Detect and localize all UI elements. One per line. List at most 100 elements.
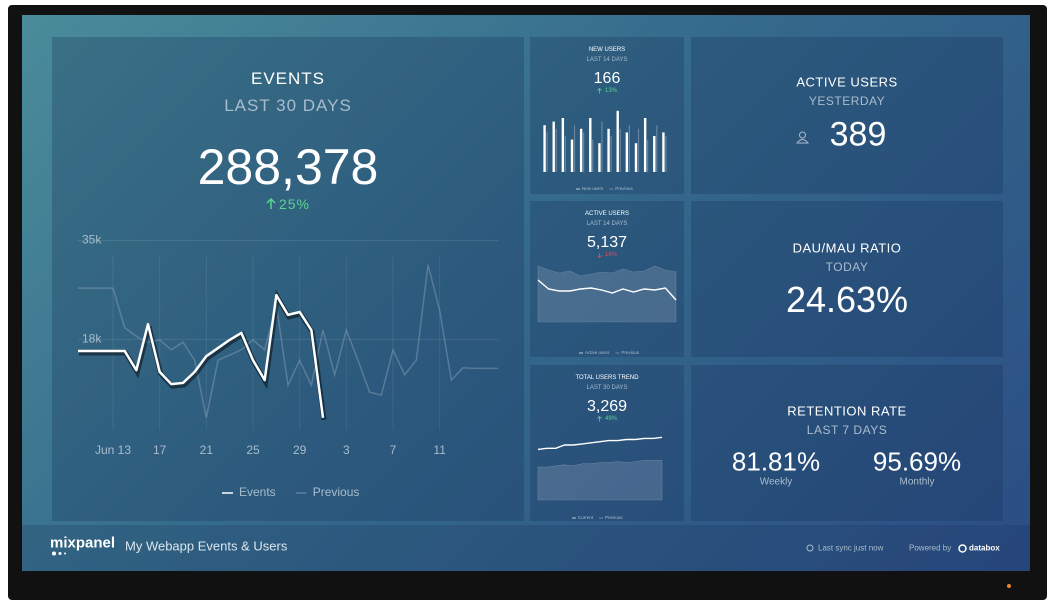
kpi-value: 288,378 [197,139,379,195]
provider-logo [958,544,967,553]
dau-mau-panel [691,201,1003,357]
change-text: 49% [604,416,618,422]
dashboard [22,15,1030,571]
bar [647,139,649,172]
change-arrow [597,88,602,94]
provider: databox [969,543,1000,553]
change-text: 18% [604,252,618,258]
kpi-change: 13% [597,88,617,94]
series-line [78,264,498,418]
panel-title: NEW USERS [588,47,626,53]
bar [665,136,667,172]
panel-subtitle: LAST 14 DAYS [586,221,628,227]
change-text: 25% [278,196,311,212]
bar [570,139,574,172]
bar [573,125,576,172]
bar [653,136,656,172]
series-area [537,460,663,501]
kpi-value: 166 [593,70,621,87]
legend-label: Previous [313,485,360,499]
kpi-change: 49% [597,416,617,422]
brand-dots [52,551,66,556]
bar [546,132,548,172]
bar [662,132,665,172]
bar [592,139,594,172]
bar [610,136,612,172]
metric-value: 81.81% [731,446,821,477]
active-users-panel [691,37,1003,194]
legend-label: Events [239,485,276,499]
bar [598,143,601,172]
panel-subtitle: LAST 7 DAYS [806,423,888,437]
panel-title: ACTIVE USERS [584,211,630,217]
x-tick-label: 7 [390,443,397,457]
change-arrow [597,252,602,258]
kpi-value: 3,269 [586,398,628,415]
power-led [1007,584,1011,588]
bar [643,118,647,172]
sync-status: Last sync just now [818,543,884,553]
panel-title: RETENTION RATE [787,403,907,419]
series-area [537,265,677,323]
kpi-change: 25% [266,196,310,212]
x-tick-label: Jun 13 [95,443,131,457]
user-icon [796,131,809,144]
brand: mixpanel [50,534,116,552]
bar [607,128,610,172]
legend-label: Previous [622,350,640,355]
panel-subtitle: YESTERDAY [808,94,886,108]
x-tick-label: 17 [153,443,167,457]
y-tick-label: 18k [82,331,102,345]
bar [561,118,565,172]
x-tick-label: 11 [433,443,446,457]
panel-subtitle: TODAY [825,260,869,274]
panel-title: EVENTS [250,69,326,88]
panel-title: DAU/MAU RATIO [792,240,902,256]
x-tick-label: 3 [343,443,350,457]
series-line [78,293,325,418]
legend-label: Previous [615,186,633,191]
sync-icon [806,544,814,552]
bar [616,110,619,172]
bar [583,132,585,172]
metric-value: 95.69% [872,446,962,477]
x-tick-label: 29 [293,443,307,457]
bar [619,128,621,172]
bar [656,125,658,172]
kpi-value: 389 [829,115,887,154]
total-users-panel [530,365,684,521]
bar [552,121,555,172]
events-panel [52,37,524,521]
metric-label: Monthly [899,476,935,488]
bar [625,132,629,172]
legend-label: Active users [585,350,610,355]
panel-subtitle: LAST 14 DAYS [586,57,628,63]
dashboard-name: My Webapp Events & Users [125,538,288,554]
legend-label: Previous [605,515,623,520]
powered-by: Powered by [909,543,952,553]
kpi-value: 5,137 [586,234,628,251]
bar [589,118,592,172]
retention-panel [691,365,1003,521]
legend-label: New users [582,186,604,191]
footer-bar [22,525,1030,571]
bar [555,128,557,172]
bar [628,125,630,172]
bar [634,143,638,172]
bar [579,128,583,172]
panel-subtitle: LAST 30 DAYS [586,385,628,391]
change-arrow [597,416,602,422]
bar [564,136,566,172]
legend-label: Current [578,515,594,520]
panel-title: TOTAL USERS TREND [575,375,639,381]
bar [543,125,546,172]
y-tick-label: 35k [82,233,102,247]
series-line [537,279,677,301]
change-text: 13% [604,88,618,94]
bar [637,128,640,172]
kpi-value: 24.63% [785,279,909,320]
change-arrow [266,198,276,209]
metric-label: Weekly [759,476,793,488]
